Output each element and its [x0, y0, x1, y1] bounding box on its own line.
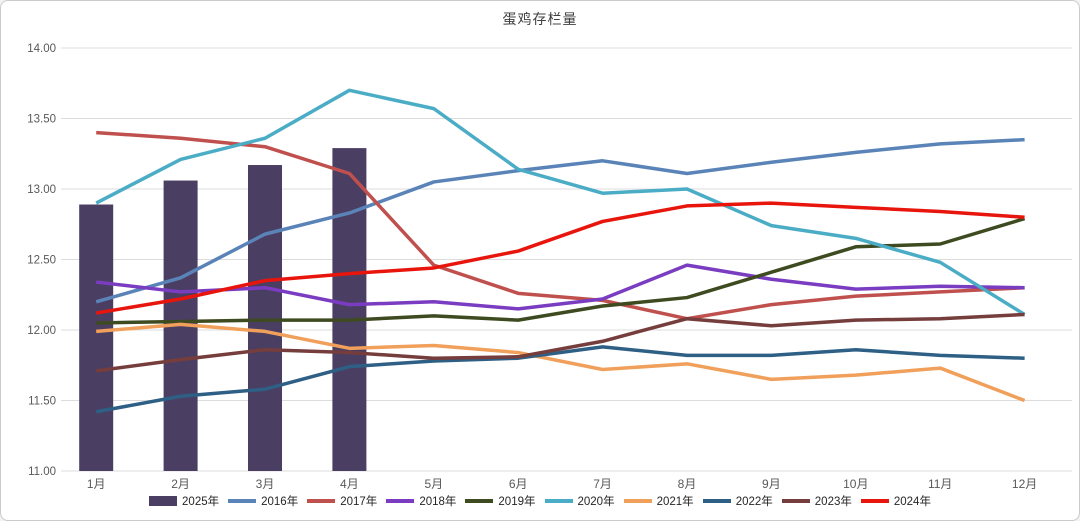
legend-item-2019年: 2019年 [465, 493, 536, 509]
x-tick-label: 5月 [424, 477, 443, 491]
x-tick-label: 10月 [843, 477, 868, 491]
legend-item-2022年: 2022年 [702, 493, 773, 509]
y-tick-label: 12.00 [27, 325, 56, 337]
legend-label-2025年: 2025年 [182, 496, 220, 508]
legend-label-2016年: 2016年 [261, 496, 299, 508]
legend-marker-2021年 [623, 499, 652, 503]
chart-title: 蛋鸡存栏量 [502, 11, 578, 27]
y-tick-label: 13.00 [27, 184, 56, 196]
bar-2025年-1月 [79, 204, 114, 471]
line-series-2017年 [96, 130, 1025, 321]
x-tick-label: 1月 [87, 477, 106, 491]
x-tick-label: 8月 [678, 477, 697, 491]
legend-label-2017年: 2017年 [340, 496, 378, 508]
legend-marker-2024年 [860, 499, 889, 503]
y-tick-label: 13.50 [27, 114, 56, 126]
legend-item-2020年: 2020年 [544, 493, 615, 509]
legend-item-2018年: 2018年 [386, 493, 456, 509]
legend-item-2025年: 2025年 [149, 493, 219, 509]
line-series-2024年 [95, 201, 1025, 315]
line-series-2016年 [95, 137, 1025, 304]
y-tick-label: 11.00 [28, 466, 56, 478]
y-tick-label: 12.50 [27, 255, 56, 267]
line-series-2018年 [95, 263, 1025, 311]
legend-marker-2017年 [307, 499, 336, 503]
x-tick-label: 12月 [1012, 477, 1037, 491]
legend-item-2023年: 2023年 [781, 493, 852, 509]
legend-marker-2016年 [228, 499, 257, 503]
bar-2025年-4月 [332, 148, 367, 472]
x-tick-label: 3月 [256, 477, 275, 491]
legend-label-2024年: 2024年 [893, 496, 931, 508]
line-series-2021年 [96, 322, 1026, 403]
x-tick-label: 2月 [171, 477, 190, 491]
legend-label-2023年: 2023年 [814, 496, 852, 508]
line-series-2019年 [96, 216, 1026, 325]
legend-label-2019年: 2019年 [498, 496, 536, 508]
legend-label-2020年: 2020年 [577, 496, 615, 508]
legend-marker-2020年 [544, 499, 573, 503]
legend-label-2022年: 2022年 [735, 496, 773, 508]
x-tick-label: 6月 [509, 477, 528, 491]
line-series-2020年 [95, 88, 1026, 316]
legend-marker-2019年 [465, 499, 494, 503]
y-tick-label: 11.50 [28, 396, 56, 408]
legend-item-2017年: 2017年 [307, 493, 377, 509]
x-tick-label: 4月 [340, 477, 359, 491]
legend-label-2021年: 2021年 [656, 496, 694, 508]
legend-item-2021年: 2021年 [623, 493, 694, 509]
line-series-2022年 [95, 345, 1025, 414]
legend-label-2018年: 2018年 [419, 496, 457, 508]
bar-2025年-3月 [248, 165, 282, 471]
legend-marker-2022年 [702, 499, 731, 503]
x-tick-label: 11月 [928, 477, 952, 491]
x-tick-label: 9月 [762, 477, 781, 491]
legend-marker-2023年 [781, 499, 810, 503]
chart-legend: 2025年 2016年 2017年 2018年 2019年 2020年 2021年 2022年… [1, 493, 1079, 509]
line-series-2023年 [95, 312, 1025, 373]
x-tick-label: 7月 [593, 477, 612, 491]
legend-item-2024年: 2024年 [860, 493, 931, 509]
legend-marker-2018年 [386, 499, 415, 503]
y-tick-label: 14.00 [27, 43, 56, 55]
legend-marker-2025年 [149, 496, 178, 506]
legend-item-2016年: 2016年 [228, 493, 298, 509]
